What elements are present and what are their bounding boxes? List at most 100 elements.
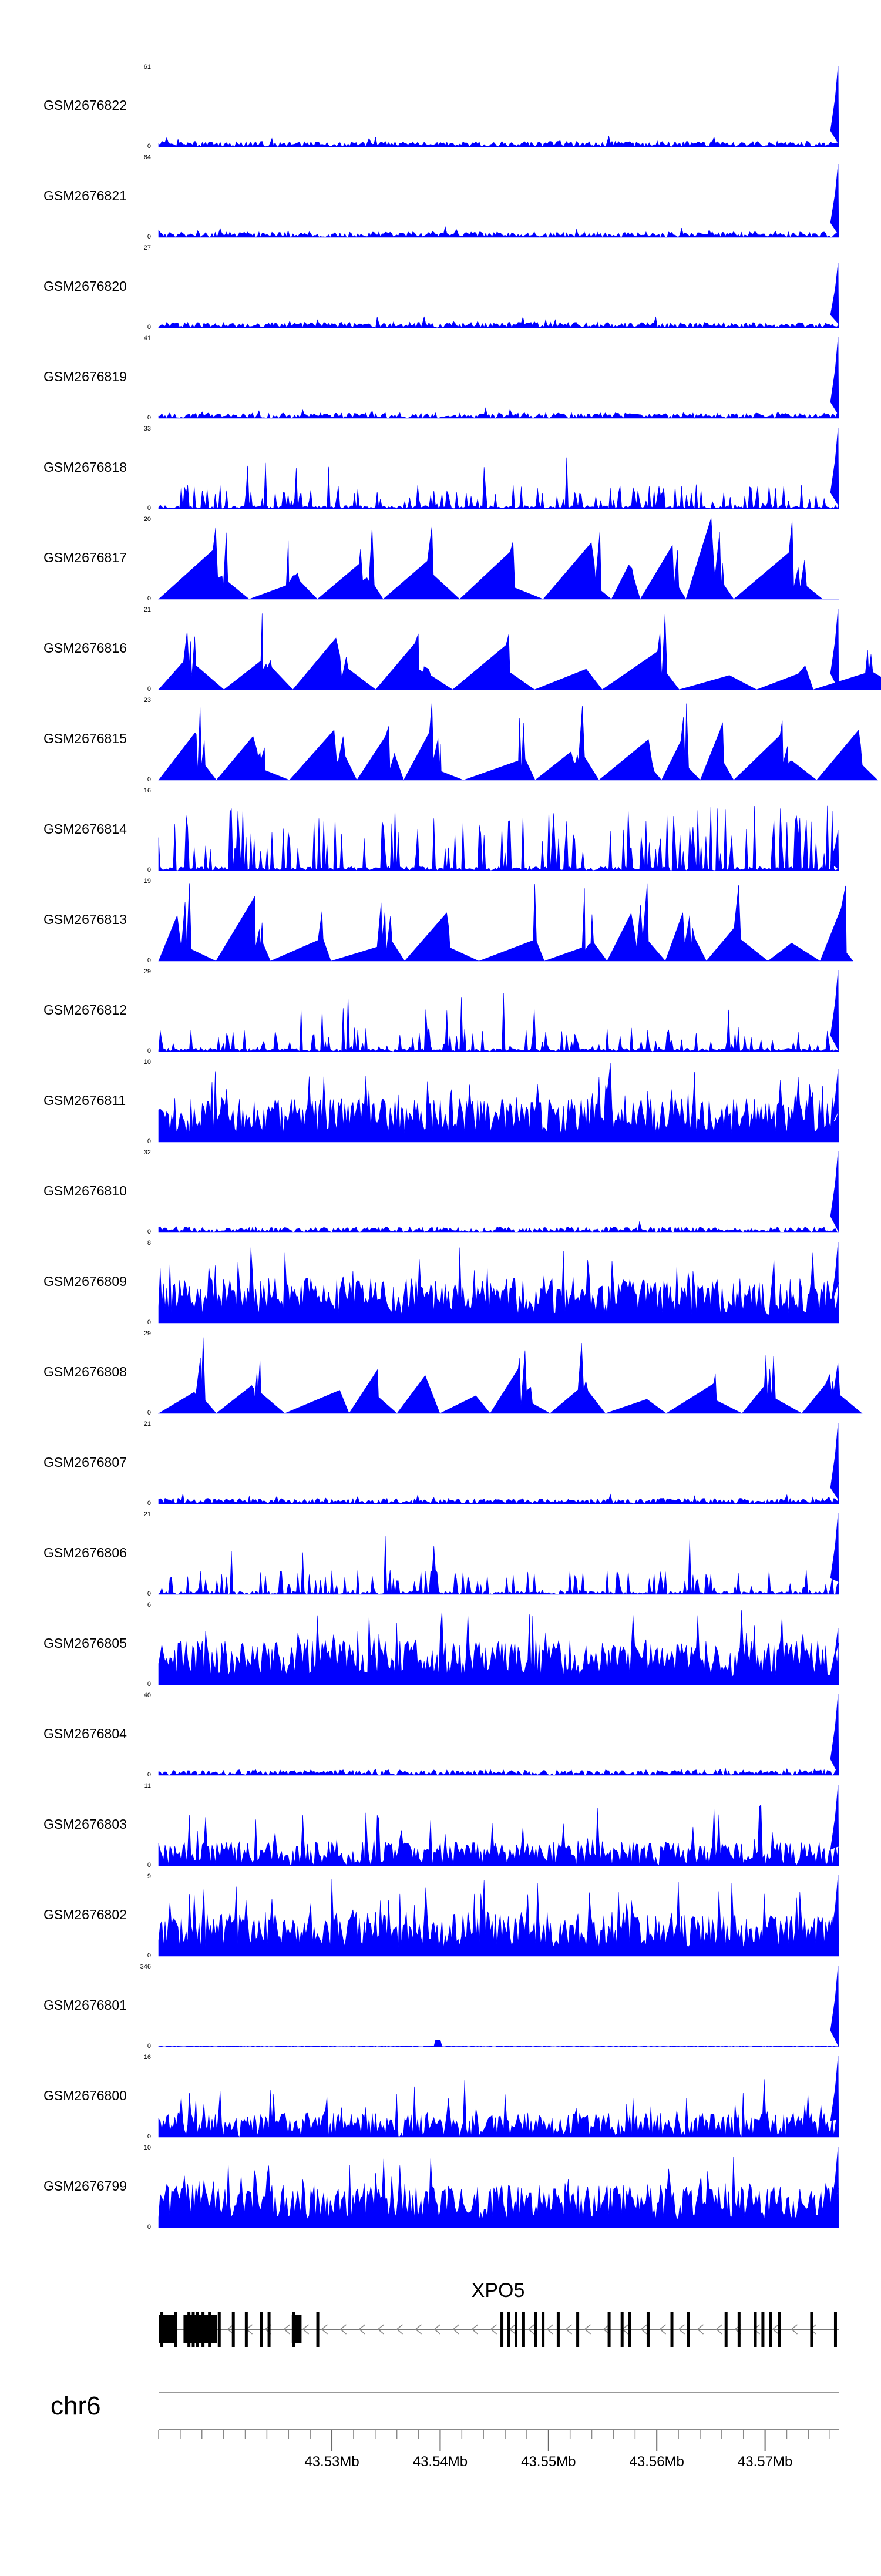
exon — [761, 2312, 765, 2347]
ymax-label: 29 — [144, 1330, 151, 1337]
ymin-label: 0 — [147, 1319, 151, 1326]
exon — [737, 2312, 741, 2347]
coverage-area — [158, 1784, 839, 1866]
ymin-label: 0 — [147, 1590, 151, 1597]
ymax-label: 32 — [144, 1149, 151, 1156]
track-GSM2676804: GSM2676804 40 0 — [43, 1692, 839, 1778]
track-label: GSM2676800 — [43, 2088, 127, 2103]
ymin-label: 0 — [147, 1952, 151, 1959]
ymax-label: 29 — [144, 968, 151, 975]
track-GSM2676807: GSM2676807 21 0 — [43, 1420, 839, 1507]
strand-arrow — [772, 2324, 779, 2335]
ymax-label: 11 — [144, 1782, 151, 1789]
coverage-area — [158, 2056, 839, 2138]
coverage-area — [158, 970, 839, 1052]
strand-arrow — [471, 2324, 479, 2335]
strand-arrow — [659, 2324, 666, 2335]
track-GSM2676809: GSM2676809 8 0 — [43, 1240, 839, 1326]
track-label: GSM2676810 — [43, 1183, 127, 1198]
exon — [607, 2312, 611, 2347]
ymin-label: 0 — [147, 1862, 151, 1869]
coverage-area — [158, 1151, 839, 1233]
exon — [833, 2312, 837, 2347]
ymin-label: 0 — [147, 686, 151, 693]
coverage-area — [158, 2146, 839, 2228]
gene-model-track: XPO5 — [159, 2279, 839, 2347]
gene-name-label: XPO5 — [472, 2279, 525, 2302]
strand-arrow — [603, 2324, 610, 2335]
ymin-label: 0 — [147, 957, 151, 964]
track-label: GSM2676817 — [43, 550, 127, 565]
exon — [160, 2312, 164, 2347]
ymin-label: 0 — [147, 2133, 151, 2140]
ymax-label: 8 — [147, 1240, 151, 1247]
ymax-label: 20 — [144, 516, 151, 523]
track-GSM2676802: GSM2676802 9 0 — [43, 1873, 839, 1959]
exon — [724, 2312, 728, 2347]
chromosome-label: chr6 — [51, 2392, 101, 2420]
coverage-area — [158, 1610, 839, 1685]
ymax-label: 33 — [144, 425, 151, 432]
ymax-label: 61 — [144, 63, 151, 70]
exon — [292, 2312, 295, 2347]
genomic-axis: 43.53Mb 43.54Mb 43.55Mb 43.56Mb 43.57Mb — [158, 2429, 839, 2470]
strand-arrow — [377, 2324, 385, 2335]
exon — [778, 2312, 781, 2347]
strand-arrow — [358, 2324, 366, 2335]
coverage-area — [158, 427, 839, 509]
exon — [267, 2312, 271, 2347]
track-GSM2676815: GSM2676815 23 0 — [43, 697, 878, 783]
ymin-label: 0 — [147, 324, 151, 331]
ymin-label: 0 — [147, 595, 151, 602]
track-GSM2676806: GSM2676806 21 0 — [43, 1511, 839, 1597]
track-label: GSM2676803 — [43, 1816, 127, 1832]
ymin-label: 0 — [147, 505, 151, 512]
coverage-area — [158, 608, 881, 690]
exon — [217, 2312, 221, 2347]
coverage-area — [157, 1337, 863, 1414]
ymax-label: 21 — [144, 606, 151, 613]
exon — [576, 2312, 580, 2347]
strand-arrow — [546, 2324, 554, 2335]
strand-arrow — [227, 2324, 234, 2335]
strand-arrow — [452, 2324, 460, 2335]
track-GSM2676816: GSM2676816 21 0 — [43, 606, 881, 693]
track-GSM2676821: GSM2676821 64 0 — [43, 154, 839, 240]
track-GSM2676808: GSM2676808 29 0 — [43, 1330, 863, 1416]
ymax-label: 16 — [144, 2054, 151, 2061]
ymax-label: 27 — [144, 244, 151, 251]
exon — [687, 2312, 690, 2347]
track-label: GSM2676821 — [43, 188, 127, 203]
chromosome-track: chr6 — [51, 2392, 839, 2420]
strand-arrow — [584, 2324, 591, 2335]
track-GSM2676814: GSM2676814 16 0 — [43, 787, 839, 874]
ymax-label: 21 — [144, 1511, 151, 1518]
track-GSM2676805: GSM2676805 6 0 — [43, 1601, 839, 1688]
track-label: GSM2676815 — [43, 731, 127, 746]
major-tick-label: 43.55Mb — [521, 2454, 576, 2470]
exon — [244, 2312, 248, 2347]
coverage-area — [158, 65, 839, 147]
track-label: GSM2676806 — [43, 1545, 127, 1560]
ymin-label: 0 — [147, 1681, 151, 1688]
exon — [316, 2312, 320, 2347]
ymax-label: 10 — [144, 1059, 151, 1066]
coverage-area — [158, 1694, 839, 1776]
ymin-label: 0 — [147, 1409, 151, 1416]
strand-arrow — [640, 2324, 647, 2335]
exon — [196, 2312, 199, 2347]
track-GSM2676801: GSM2676801 346 0 — [43, 1963, 839, 2050]
strand-arrow — [490, 2324, 497, 2335]
ymin-label: 0 — [147, 1138, 151, 1145]
track-label: GSM2676807 — [43, 1455, 127, 1470]
strand-arrow — [678, 2324, 685, 2335]
exon — [670, 2312, 674, 2347]
track-GSM2676812: GSM2676812 29 0 — [43, 968, 839, 1054]
coverage-area — [158, 1513, 839, 1595]
exon — [522, 2312, 525, 2347]
coverage-area — [158, 1422, 839, 1504]
coverage-area — [158, 805, 839, 871]
exon — [542, 2312, 545, 2347]
exon — [507, 2312, 510, 2347]
exon — [231, 2312, 235, 2347]
